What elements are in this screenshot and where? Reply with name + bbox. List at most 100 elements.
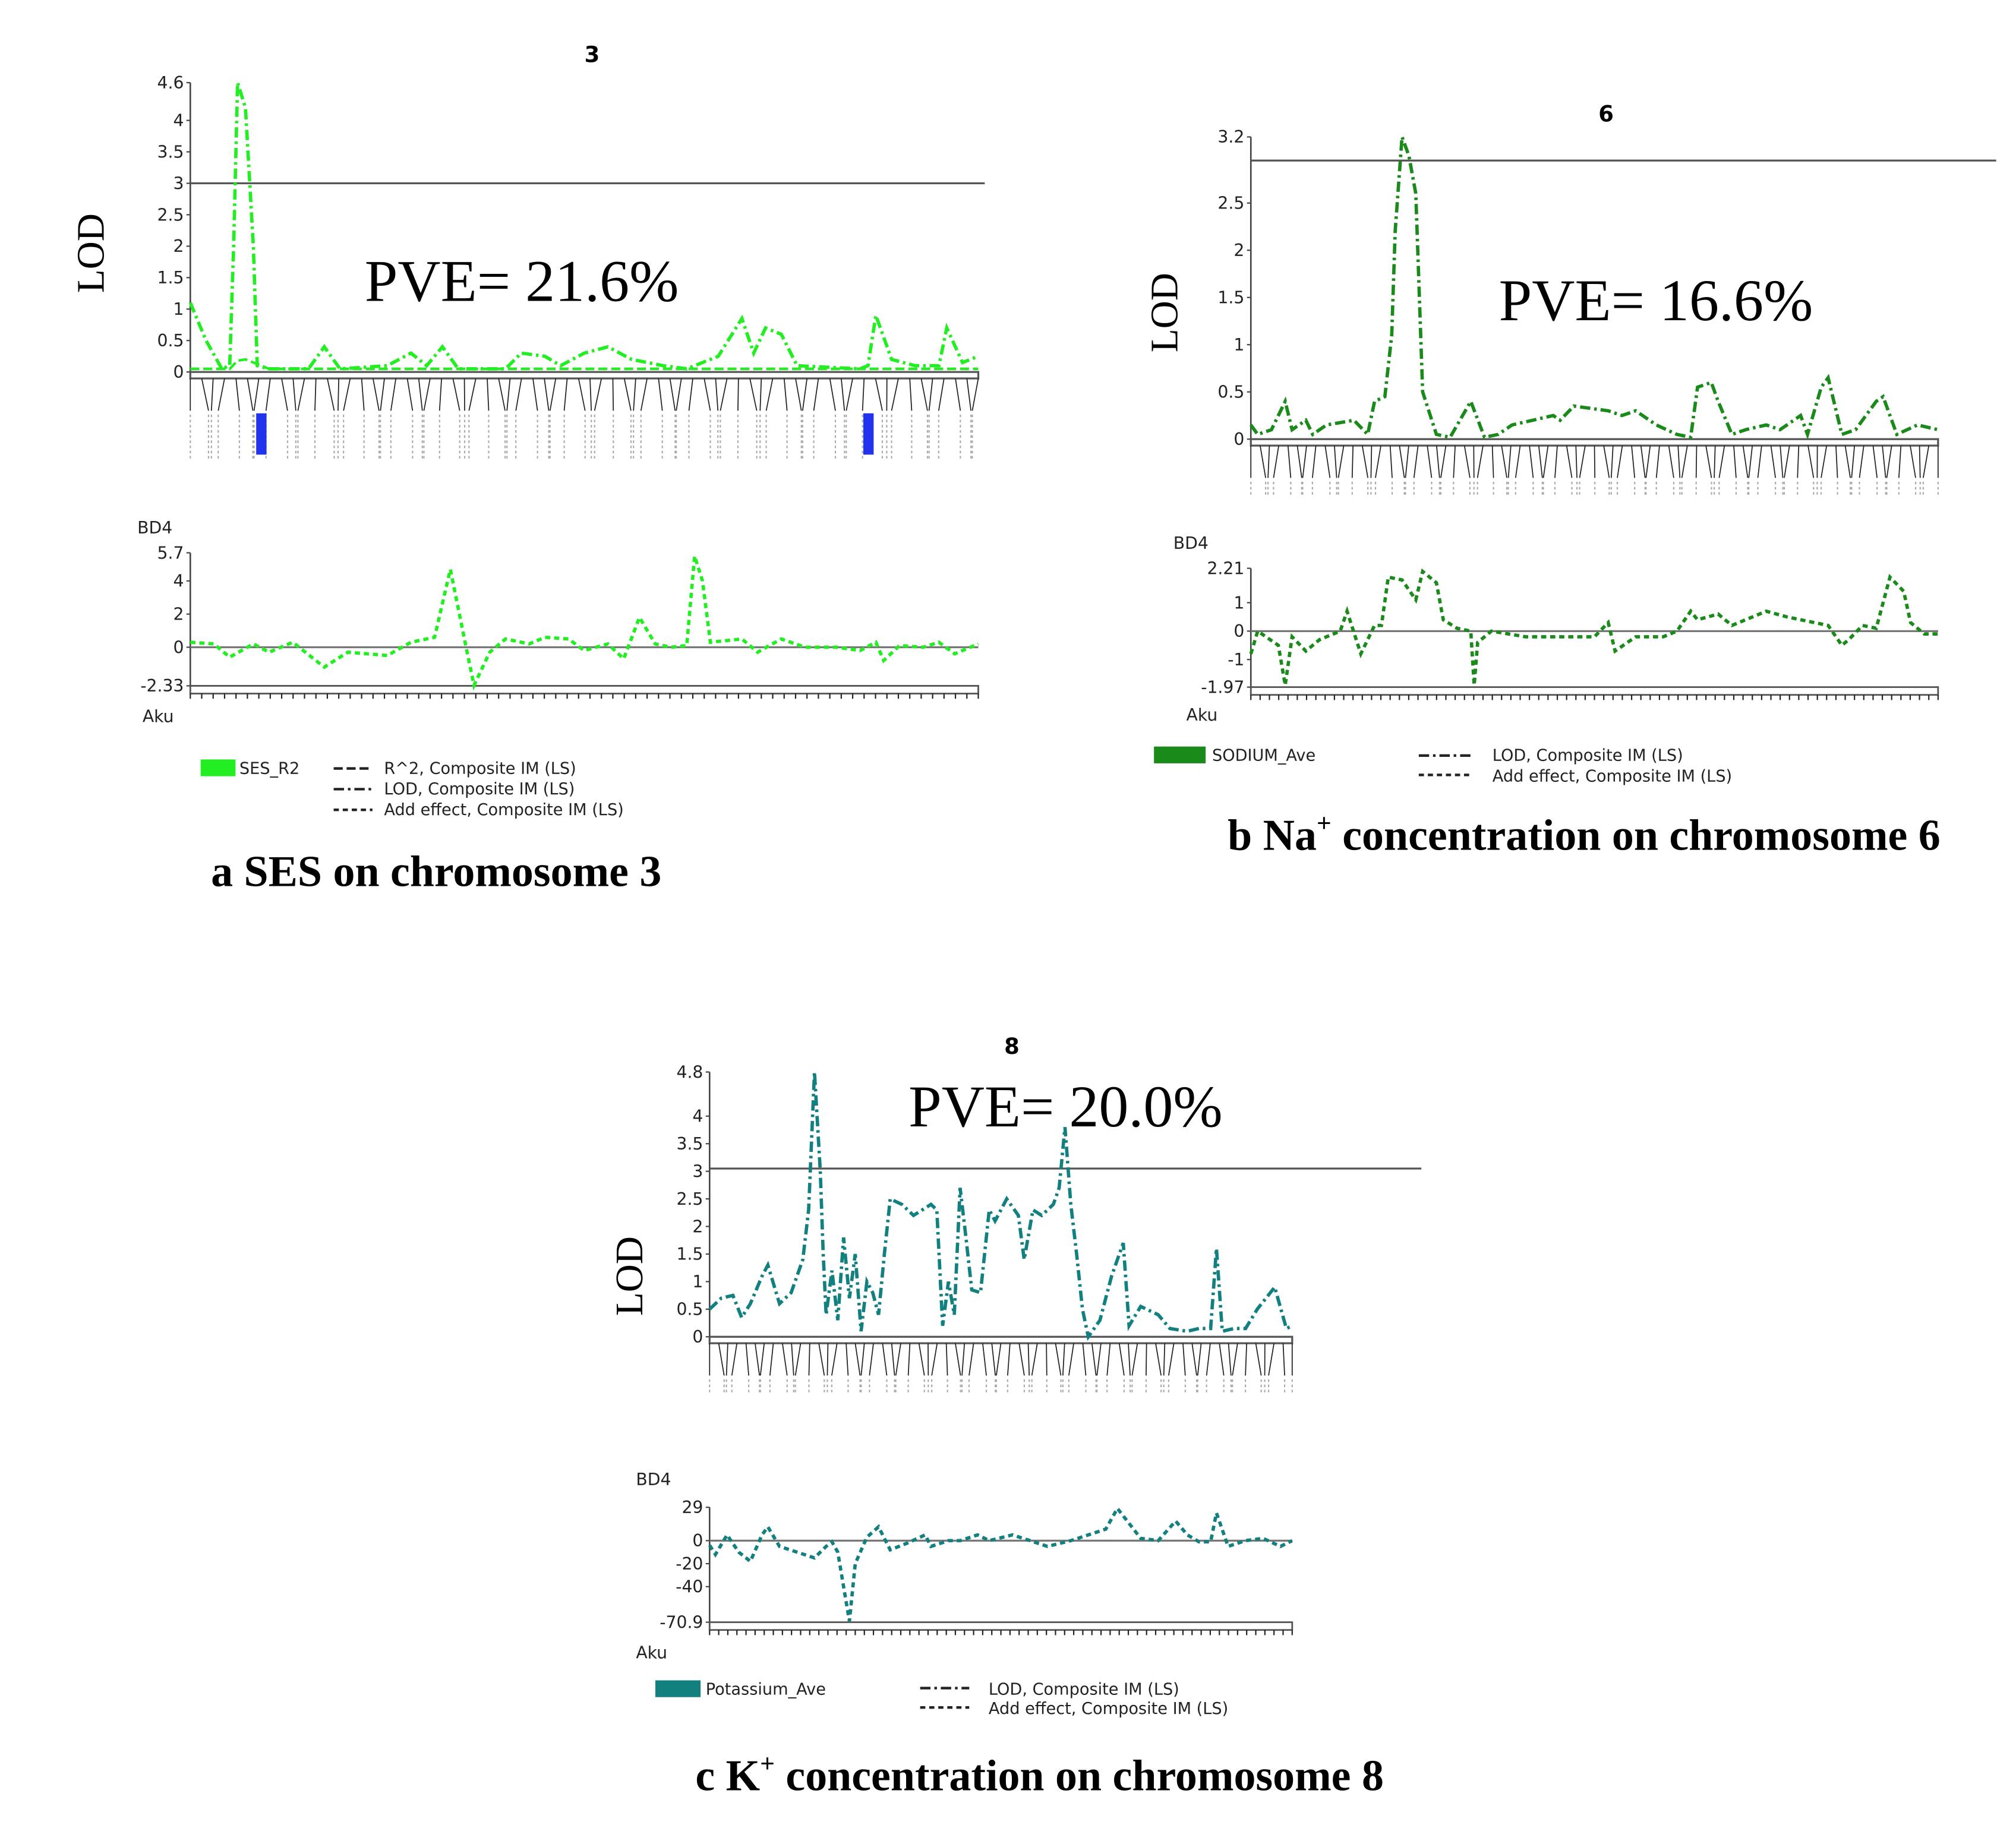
marker-line [1334, 446, 1337, 478]
marker-line [1436, 445, 1440, 478]
y-tick-label: 3.5 [157, 142, 184, 162]
marker-line [1733, 446, 1737, 478]
marker-line [971, 378, 979, 411]
marker-line [1197, 1343, 1202, 1376]
marker-line [737, 378, 739, 411]
effect-label: BD4 [137, 518, 172, 538]
y-tick-label: 5.7 [157, 543, 184, 563]
marker-line [1191, 1343, 1197, 1376]
marker-line [1206, 1343, 1211, 1376]
y-tick-label: 3.5 [676, 1134, 703, 1154]
marker-line [468, 378, 477, 411]
y-tick-label: 2 [1233, 241, 1244, 260]
marker-line [1640, 445, 1646, 478]
marker-line [920, 378, 928, 411]
marker-line [1859, 445, 1864, 478]
y-tick-label: 1 [1233, 593, 1244, 612]
lod-line [188, 82, 979, 371]
marker-line [390, 378, 397, 411]
marker-line [1898, 446, 1902, 478]
legend-swatch [200, 759, 236, 776]
marker-line [1476, 445, 1484, 478]
marker-line [1027, 1343, 1030, 1376]
marker-line [1886, 445, 1892, 478]
additive-effect-line [190, 555, 979, 691]
legend-entry: LOD, Composite IM (LS) [1493, 747, 1683, 765]
chart-title: 6 [1598, 101, 1614, 127]
marker-line [1507, 445, 1512, 478]
marker-line [813, 378, 819, 411]
marker-line [715, 378, 719, 411]
marker-line [623, 378, 632, 411]
marker-line [1287, 445, 1292, 478]
marker-line [1575, 446, 1578, 478]
marker-line [1146, 1343, 1147, 1376]
marker-line [759, 378, 762, 411]
marker-line [1491, 446, 1494, 478]
marker-line [658, 378, 663, 411]
marker-line [1784, 445, 1790, 478]
lod-x-axis-bar [1250, 438, 1939, 447]
marker-line [1910, 445, 1916, 478]
y-tick-label: 0 [173, 637, 184, 657]
marker-line [1757, 445, 1762, 478]
marker-line [563, 378, 568, 411]
marker-line [1554, 445, 1558, 478]
lod-line [708, 1072, 1293, 1341]
marker-line [854, 1343, 861, 1376]
marker-line [1427, 445, 1433, 478]
marker-line [1922, 445, 1930, 478]
marker-line [1282, 1343, 1285, 1376]
y-tick-label: 1.5 [1217, 288, 1244, 308]
marker-line [1453, 446, 1456, 478]
marker-line [1311, 445, 1317, 478]
marker-line [372, 378, 380, 411]
marker-line [297, 378, 305, 411]
marker-line [765, 378, 774, 411]
marker-line [532, 378, 538, 411]
marker-line [1542, 445, 1549, 478]
marker-line [1718, 445, 1725, 478]
marker-line [895, 1343, 901, 1376]
y-tick-label: -2.33 [140, 676, 184, 696]
y-tick-label: 0 [1233, 621, 1244, 641]
marker-line [1705, 445, 1712, 478]
marker-line [217, 378, 225, 411]
y-tick-label: 1 [173, 299, 184, 319]
marker-line [759, 1343, 765, 1376]
y-tick-label: 2.5 [1217, 194, 1244, 213]
marker-line [1389, 446, 1393, 478]
marker-line [826, 1343, 829, 1376]
panel-caption: b Na+ concentration on chromosome 6 [1228, 809, 1941, 859]
x-axis-label: Aku [1187, 705, 1218, 725]
marker-line [918, 1343, 925, 1376]
marker-line [1399, 445, 1405, 478]
marker-line [1375, 445, 1381, 478]
additive-effect-line [708, 1505, 1293, 1622]
y-tick-label: 0 [173, 362, 184, 382]
legend-entry: R^2, Composite IM (LS) [384, 759, 576, 778]
marker-line [818, 1343, 825, 1376]
marker-line [1851, 445, 1856, 478]
marker-line [1844, 445, 1851, 478]
marker-line [438, 378, 443, 411]
marker-line [1413, 445, 1419, 478]
marker-line [1046, 1343, 1048, 1376]
y-tick-label: -70.9 [660, 1612, 703, 1632]
legend-trait: SES_R2 [239, 759, 299, 778]
marker-line [633, 378, 636, 411]
marker-line [840, 378, 845, 411]
marker-line [725, 1343, 728, 1376]
marker-line [955, 378, 961, 411]
marker-line [1440, 445, 1447, 478]
y-tick-label: 4 [173, 572, 184, 591]
marker-line [669, 378, 676, 411]
marker-line [829, 378, 836, 411]
marker-line [1324, 445, 1331, 478]
marker-line [1118, 1343, 1125, 1376]
marker-line [1232, 1343, 1238, 1376]
marker-line [1821, 445, 1828, 478]
marker-line [235, 378, 240, 411]
y-tick-label: 1 [692, 1272, 703, 1292]
y-tick-label: 2.21 [1207, 558, 1244, 578]
